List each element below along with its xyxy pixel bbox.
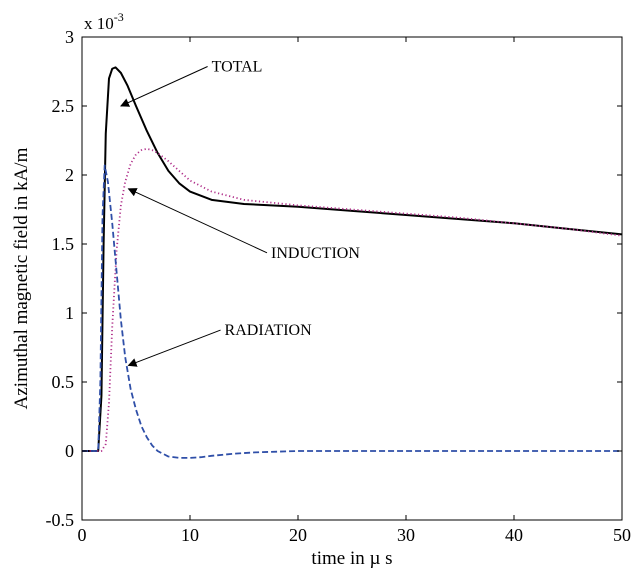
annotation-label-induction: INDUCTION [271, 245, 360, 262]
plot-area-frame [81, 36, 623, 521]
x-axis-label: time in µ s [311, 548, 392, 569]
y-tick-label: 2 [65, 165, 74, 185]
annotation-arrow-total [120, 66, 208, 107]
y-axis-multiplier-base: x 10 [84, 14, 114, 33]
y-tick-label: 0 [65, 441, 74, 461]
x-tick-label: 20 [289, 525, 307, 545]
y-tick-label: 0.5 [52, 372, 75, 392]
tick-layer: 0 10 20 30 40 50-0.500.511.522.53 [46, 27, 632, 545]
y-tick-label: 3 [65, 27, 74, 47]
annotation-layer: TOTAL INDUCTION RADIATION [120, 59, 360, 367]
series-line-induction [82, 147, 623, 452]
annotation-label-radiation: RADIATION [225, 322, 313, 339]
x-tick-label: 0 [78, 525, 87, 545]
series-layer [82, 66, 623, 459]
x-tick-label: 50 [613, 525, 631, 545]
y-tick-label: 2.5 [52, 96, 75, 116]
y-tick-label: 1.5 [52, 234, 75, 254]
x-tick-label: 40 [505, 525, 523, 545]
x-tick-label: 10 [181, 525, 199, 545]
annotation-arrow-radiation [127, 329, 221, 367]
annotation-arrow-induction [127, 188, 268, 254]
annotation-label-total: TOTAL [212, 59, 263, 76]
x-tick-label: 30 [397, 525, 415, 545]
series-line-total [82, 66, 623, 452]
y-tick-label: 1 [65, 303, 74, 323]
y-axis-multiplier-exponent: -3 [114, 10, 124, 24]
y-axis-label: Azimuthal magnetic field in kA/m [11, 147, 32, 409]
series-line-radiation [82, 164, 622, 459]
y-axis-multiplier: x 10-3 [84, 10, 124, 33]
y-tick-label: -0.5 [46, 510, 75, 530]
